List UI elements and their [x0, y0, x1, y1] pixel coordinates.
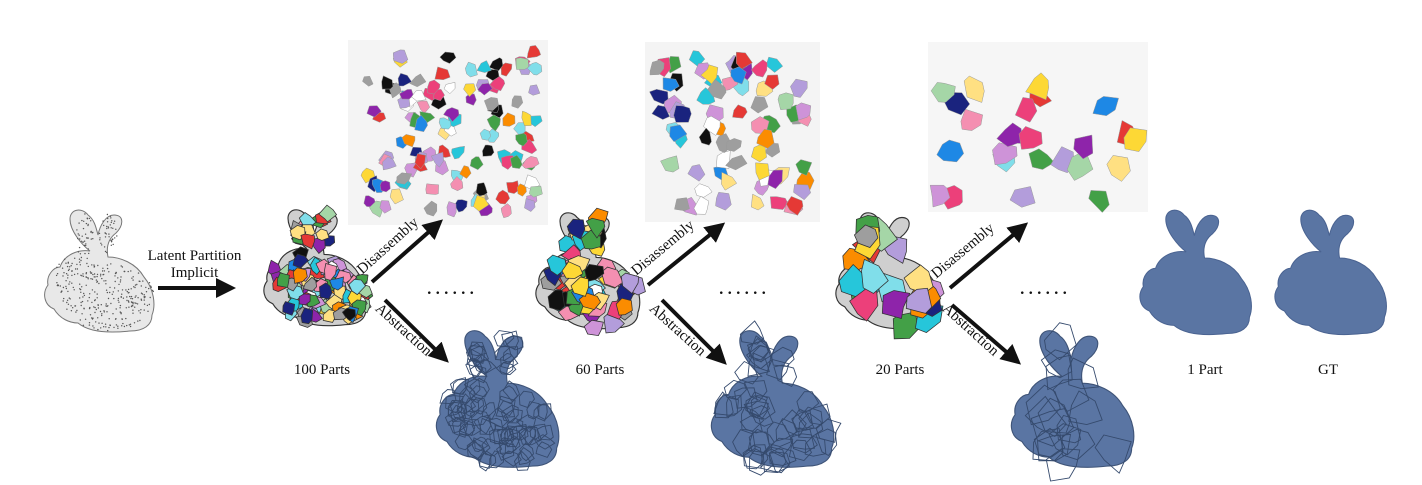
stage-label-100: 100 Parts — [293, 362, 351, 378]
branch-arrows-100 — [370, 219, 449, 363]
segmented-bunny-60 — [535, 207, 646, 337]
segmented-bunny-100 — [263, 204, 374, 328]
stage-label-60: 60 Parts — [575, 362, 625, 378]
disassembly-panel-100 — [348, 40, 548, 225]
stage-label-20: 20 Parts — [875, 362, 925, 378]
abstraction-bunny-100 — [435, 330, 560, 472]
ellipsis-1: ...... — [426, 274, 478, 299]
point-cloud-bunny — [44, 209, 155, 333]
abstraction-bunny-20 — [1010, 322, 1135, 482]
method-label: Latent Partition Implicit — [132, 248, 257, 282]
ellipsis-2: ...... — [718, 274, 770, 299]
disassembly-panel-20 — [928, 42, 1148, 213]
gt-label: GT — [1318, 362, 1338, 378]
disassembly-panel-60 — [645, 42, 820, 222]
ellipsis-3: ...... — [1019, 274, 1071, 299]
segmented-bunny-20 — [835, 212, 945, 340]
ground-truth-bunny — [1274, 209, 1387, 336]
branch-arrows-20 — [948, 222, 1029, 365]
method-label-line1: Latent Partition — [147, 248, 242, 264]
branch-arrows-60 — [646, 222, 727, 365]
one-part-bunny — [1139, 209, 1252, 336]
method-label-line2: Implicit — [170, 265, 219, 281]
abstraction-bunny-60 — [710, 320, 842, 476]
one-part-label: 1 Part — [1187, 362, 1223, 378]
